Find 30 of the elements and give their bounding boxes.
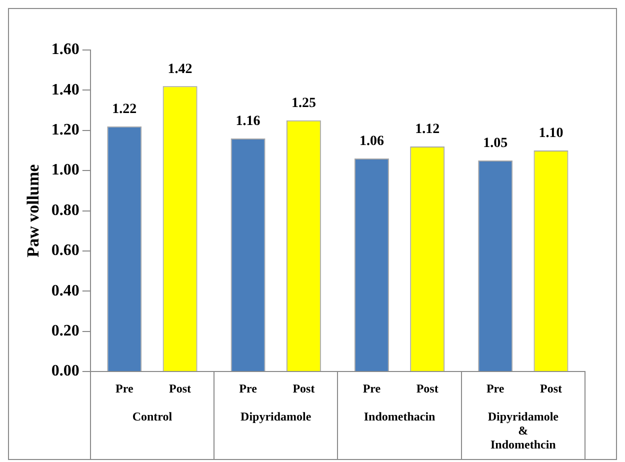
x-tick-label: Indomethacin [364,410,436,424]
y-tick-label: 0.80 [51,202,80,219]
text: Pre [486,382,504,396]
series-label: Post [169,382,192,396]
text: Pre [239,382,257,396]
data-label: 1.25 [291,96,316,111]
data-label: 1.12 [415,122,440,138]
x-tick-label: Dipyridamole [240,410,312,424]
data-label: 1.42 [168,62,192,77]
x-tick-label: Dipyridamole & Indomethcin [488,410,560,452]
data-label: 1.05 [483,136,508,152]
x-tick-label: Control [132,410,173,424]
y-tick-label: 1.00 [51,162,80,179]
text: Pre [362,382,381,396]
y-tick-label: 0.60 [51,242,80,260]
data-label: 1.16 [236,114,260,130]
text: Post [292,382,315,396]
data-label: 1.10 [538,126,564,142]
y-axis-title: Paw vollume [24,164,43,258]
y-tick-label: 0.00 [51,362,80,380]
text: Post [416,382,438,396]
data-label: 1.22 [112,102,137,117]
data-label: 1.06 [359,134,384,150]
y-tick-label: 0.40 [51,282,80,300]
y-tick-label: 1.60 [51,41,80,58]
y-tick-label: 1.40 [51,81,80,98]
series-label: Pre [116,382,134,396]
y-tick-label: 1.20 [51,122,80,139]
text: Post [540,382,562,396]
y-tick-label: 0.20 [51,322,80,340]
